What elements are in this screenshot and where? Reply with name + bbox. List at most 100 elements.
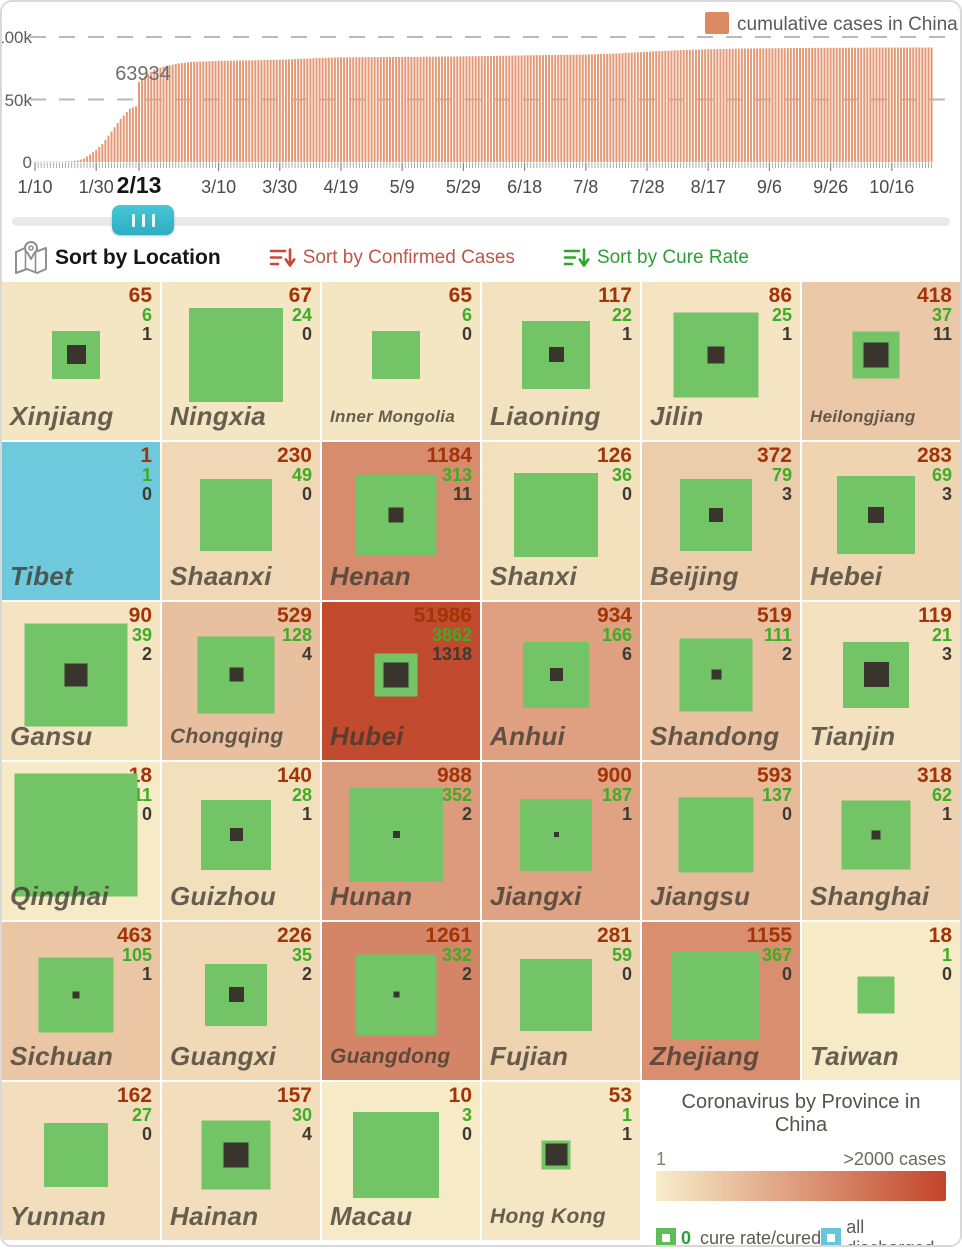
cured-count: 137 xyxy=(761,785,792,806)
province-tile-macau[interactable]: 10 3 0 Macau xyxy=(322,1082,480,1240)
fatality-rate-square xyxy=(868,506,885,523)
x-axis-label-7-28: 7/28 xyxy=(629,177,664,197)
tile-counts: 988 352 2 xyxy=(437,765,472,824)
province-name: Heilongjiang xyxy=(810,407,916,426)
cure-rate-square xyxy=(852,331,900,379)
province-tile-qinghai[interactable]: 18 11 0 Qinghai xyxy=(2,762,160,920)
x-axis-label-10-16: 10/16 xyxy=(869,177,914,197)
tile-counts: 519 111 2 xyxy=(757,605,792,664)
cure-rate-square xyxy=(672,950,761,1039)
cure-rate-square xyxy=(841,800,911,870)
cured-count: 166 xyxy=(601,625,632,646)
death-count: 1 xyxy=(621,323,632,344)
province-grid: 65 6 1 Xinjiang 67 24 0 Ningxia xyxy=(2,282,960,1245)
province-tile-tibet[interactable]: 1 1 0 Tibet xyxy=(2,442,160,600)
legend-item-all-discharged: all discharged xyxy=(821,1217,946,1245)
color-scale-gradient xyxy=(656,1171,946,1201)
province-tile-liaoning[interactable]: 117 22 1 Liaoning xyxy=(482,282,640,440)
map-legend-panel: Coronavirus by Province in China 1 >2000… xyxy=(642,1082,960,1245)
province-tile-hebei[interactable]: 283 69 3 Hebei xyxy=(802,442,960,600)
slider-handle[interactable] xyxy=(112,205,174,235)
province-tile-hubei[interactable]: 51986 3862 1318 Hubei xyxy=(322,602,480,760)
province-tile-hainan[interactable]: 157 30 4 Hainan xyxy=(162,1082,320,1240)
slider-track[interactable] xyxy=(12,217,950,226)
tile-counts: 900 187 1 xyxy=(596,764,632,824)
province-tile-jiangsu[interactable]: 593 137 0 Jiangsu xyxy=(642,762,800,920)
province-name: Jiangxi xyxy=(490,881,582,911)
fatality-rate-square xyxy=(709,507,724,522)
province-tile-hong-kong[interactable]: 53 1 1 Hong Kong xyxy=(482,1082,640,1240)
province-tile-yunnan[interactable]: 162 27 0 Yunnan xyxy=(2,1082,160,1240)
province-tile-jilin[interactable]: 86 25 1 Jilin xyxy=(642,282,800,440)
confirmed-count: 86 xyxy=(768,284,792,307)
province-tile-anhui[interactable]: 934 166 6 Anhui xyxy=(482,602,640,760)
province-tile-tianjin[interactable]: 119 21 3 Tianjin xyxy=(802,602,960,760)
cured-count: 39 xyxy=(131,625,152,646)
cured-count: 6 xyxy=(141,305,152,326)
cure-rate-square xyxy=(522,320,591,389)
province-tile-shanxi[interactable]: 126 36 0 Shanxi xyxy=(482,442,640,600)
province-tile-guangdong[interactable]: 1261 332 2 Guangdong xyxy=(322,922,480,1080)
province-tile-gansu[interactable]: 90 39 2 Gansu xyxy=(2,602,160,760)
province-tile-shanghai[interactable]: 318 62 1 Shanghai xyxy=(802,762,960,920)
cured-count: 1 xyxy=(141,465,152,486)
province-tile-zhejiang[interactable]: 1155 367 0 Zhejiang xyxy=(642,922,800,1080)
tile-counts: 162 27 0 xyxy=(117,1085,152,1144)
province-tile-taiwan[interactable]: 18 1 0 Taiwan xyxy=(802,922,960,1080)
cured-count: 27 xyxy=(131,1105,152,1126)
cured-count: 3 xyxy=(461,1105,472,1126)
cure-rate-zero: 0 xyxy=(681,1227,692,1247)
cure-rate-square xyxy=(355,954,437,1036)
fatality-rate-square xyxy=(871,830,881,840)
province-tile-xinjiang[interactable]: 65 6 1 Xinjiang xyxy=(2,282,160,440)
confirmed-count: 10 xyxy=(448,1084,472,1107)
fatality-rate-square xyxy=(549,668,563,682)
province-tile-guizhou[interactable]: 140 28 1 Guizhou xyxy=(162,762,320,920)
cure-rate-square xyxy=(520,798,593,871)
cured-count: 128 xyxy=(281,625,312,646)
confirmed-count: 900 xyxy=(596,764,632,787)
x-axis-label-1-30: 1/30 xyxy=(79,177,114,197)
province-name: Hainan xyxy=(170,1201,259,1231)
province-tile-sichuan[interactable]: 463 105 1 Sichuan xyxy=(2,922,160,1080)
death-count: 1318 xyxy=(431,643,472,664)
death-count: 0 xyxy=(621,963,632,984)
province-tile-beijing[interactable]: 372 79 3 Beijing xyxy=(642,442,800,600)
province-tile-shandong[interactable]: 519 111 2 Shandong xyxy=(642,602,800,760)
cure-rate-square xyxy=(14,773,138,897)
sort-by-cure-rate-label: Sort by Cure Rate xyxy=(596,247,750,268)
confirmed-count: 140 xyxy=(276,764,312,787)
confirmed-count: 117 xyxy=(598,284,632,307)
sort-by-confirmed-button[interactable]: Sort by Confirmed Cases xyxy=(269,247,515,270)
province-tile-guangxi[interactable]: 226 35 2 Guangxi xyxy=(162,922,320,1080)
tile-counts: 372 79 3 xyxy=(757,445,792,504)
confirmed-count: 119 xyxy=(918,604,952,627)
sort-by-location-button[interactable]: Sort by Location xyxy=(14,240,221,276)
bar-series[interactable] xyxy=(34,47,933,163)
cured-count: 49 xyxy=(291,465,312,486)
province-tile-chongqing[interactable]: 529 128 4 Chongqing xyxy=(162,602,320,760)
province-tile-shaanxi[interactable]: 230 49 0 Shaanxi xyxy=(162,442,320,600)
province-tile-hunan[interactable]: 988 352 2 Hunan xyxy=(322,762,480,920)
cure-rate-square xyxy=(680,478,753,551)
death-count: 0 xyxy=(461,1123,472,1144)
province-name: Jiangsu xyxy=(650,881,751,911)
sort-by-cure-rate-button[interactable]: Sort by Cure Rate xyxy=(563,247,749,270)
province-tile-jiangxi[interactable]: 900 187 1 Jiangxi xyxy=(482,762,640,920)
cure-rate-square xyxy=(201,799,272,870)
province-tile-inner-mongolia[interactable]: 65 6 0 Inner Mongolia xyxy=(322,282,480,440)
tile-counts: 529 128 4 xyxy=(277,605,312,664)
province-tile-fujian[interactable]: 281 59 0 Fujian xyxy=(482,922,640,1080)
confirmed-count: 126 xyxy=(596,444,632,467)
x-axis-label-6-18: 6/18 xyxy=(507,177,542,197)
sort-descending-icon xyxy=(269,247,296,267)
x-axis-label-9-26: 9/26 xyxy=(813,177,848,197)
peak-annotation: 63934 xyxy=(115,63,171,85)
cured-count: 79 xyxy=(771,465,792,486)
cured-count: 313 xyxy=(441,465,472,486)
scale-min-label: 1 xyxy=(656,1149,667,1169)
x-axis-label-9-6: 9/6 xyxy=(757,177,782,197)
province-tile-ningxia[interactable]: 67 24 0 Ningxia xyxy=(162,282,320,440)
province-tile-henan[interactable]: 1184 313 11 Henan xyxy=(322,442,480,600)
province-tile-heilongjiang[interactable]: 418 37 11 Heilongjiang xyxy=(802,282,960,440)
